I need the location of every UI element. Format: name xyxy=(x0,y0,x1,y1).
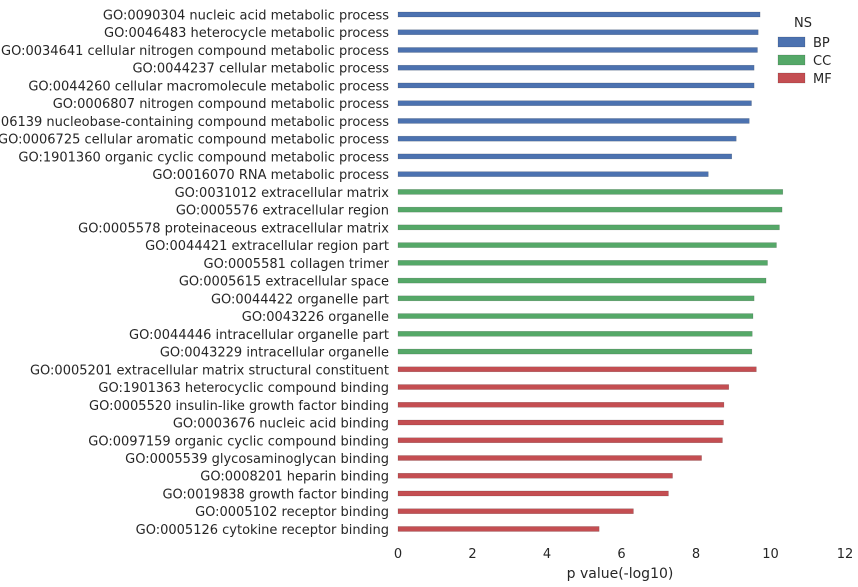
category-labels: GO:0090304 nucleic acid metabolic proces… xyxy=(0,9,390,538)
category-label: GO:0005578 proteinaceous extracellular m… xyxy=(78,221,389,236)
bar-bp xyxy=(397,47,758,53)
bar-mf xyxy=(397,508,634,514)
category-label: GO:0031012 extracellular matrix xyxy=(175,186,390,201)
category-label: GO:0044237 cellular metabolic process xyxy=(132,62,389,77)
bar-mf xyxy=(397,419,724,426)
category-label: GO:0046483 heterocycle metabolic process xyxy=(104,26,389,41)
bar-bp xyxy=(397,82,755,89)
category-label: GO:0043226 organelle xyxy=(242,310,389,325)
bar-bp xyxy=(397,153,733,160)
x-axis-label: p value(-log10) xyxy=(567,566,674,582)
x-tick-label: 8 xyxy=(692,547,700,562)
legend-swatch-bp xyxy=(777,36,806,48)
legend: NS BP CC MF xyxy=(777,16,832,87)
category-label: GO:0043229 intracellular organelle xyxy=(160,346,389,361)
legend-title: NS xyxy=(794,16,812,31)
bar-mf xyxy=(397,490,669,497)
category-label: GO:0003676 nucleic acid binding xyxy=(173,417,389,432)
category-label: GO:0005539 glycosaminoglycan binding xyxy=(125,452,389,467)
category-label: GO:0044422 organelle part xyxy=(211,292,389,307)
bar-cc xyxy=(397,348,753,355)
category-label: GO:0019838 growth factor binding xyxy=(162,487,389,502)
legend-swatch-mf xyxy=(777,72,806,84)
bar-cc xyxy=(397,189,784,195)
category-label: GO:0006725 cellular aromatic compound me… xyxy=(0,133,389,148)
bar-cc xyxy=(397,224,780,231)
bar-cc xyxy=(397,313,754,319)
bar-bp xyxy=(397,11,761,18)
category-label: GO:0097159 organic cyclic compound bindi… xyxy=(88,434,389,449)
category-label: GO:1901363 heterocyclic compound binding xyxy=(98,381,389,396)
category-label: GO:0034641 cellular nitrogen compound me… xyxy=(1,44,389,59)
bars-layer xyxy=(397,11,784,532)
bar-bp xyxy=(397,64,755,71)
category-label: GO:0090304 nucleic acid metabolic proces… xyxy=(103,9,389,24)
x-tick-label: 0 xyxy=(394,547,402,562)
legend-items: BP CC MF xyxy=(777,36,832,87)
bar-bp xyxy=(397,100,752,106)
category-label: GO:0008201 heparin binding xyxy=(200,470,389,485)
category-label: GO:0005581 collagen trimer xyxy=(204,257,390,272)
bar-bp xyxy=(397,118,750,124)
x-tick-label: 6 xyxy=(617,547,625,562)
category-label: GO:0006139 nucleobase-containing compoun… xyxy=(0,115,389,130)
bar-bp xyxy=(397,171,709,177)
bar-mf xyxy=(397,472,673,479)
bar-cc xyxy=(397,295,755,302)
bar-cc xyxy=(397,242,777,248)
bar-mf xyxy=(397,402,725,408)
x-axis-ticks: 0 2 4 6 8 10 12 xyxy=(394,547,853,562)
legend-swatch-cc xyxy=(777,54,806,66)
category-label: GO:0005615 extracellular space xyxy=(179,275,389,290)
bar-mf xyxy=(397,366,757,373)
bar-mf xyxy=(397,526,600,532)
category-label: GO:0044421 extracellular region part xyxy=(145,239,389,254)
x-tick-label: 10 xyxy=(762,547,779,562)
bar-cc xyxy=(397,277,767,284)
bar-mf xyxy=(397,384,730,390)
legend-label-cc: CC xyxy=(813,54,831,69)
bar-bp xyxy=(397,135,737,142)
bar-cc xyxy=(397,260,768,266)
category-label: GO:0005520 insulin-like growth factor bi… xyxy=(89,399,389,414)
category-label: GO:0005102 receptor binding xyxy=(195,505,389,520)
category-label: GO:0044446 intracellular organelle part xyxy=(129,328,389,343)
x-tick-label: 2 xyxy=(468,547,476,562)
category-label: GO:0005201 extracellular matrix structur… xyxy=(30,363,389,378)
category-label: GO:1901360 organic cyclic compound metab… xyxy=(18,150,389,165)
category-label: GO:0005576 extracellular region xyxy=(176,204,389,219)
category-label: GO:0006807 nitrogen compound metabolic p… xyxy=(53,97,390,112)
bar-mf xyxy=(397,455,702,461)
bar-mf xyxy=(397,437,723,444)
x-tick-label: 4 xyxy=(543,547,551,562)
category-label: GO:0044260 cellular macromolecule metabo… xyxy=(28,79,389,94)
bar-cc xyxy=(397,331,753,337)
category-label: GO:0005126 cytokine receptor binding xyxy=(136,523,389,538)
bar-bp xyxy=(397,29,759,35)
bar-cc xyxy=(397,206,783,213)
x-tick-label: 12 xyxy=(837,547,854,562)
legend-label-bp: BP xyxy=(813,36,830,51)
category-label: GO:0016070 RNA metabolic process xyxy=(152,168,389,183)
legend-label-mf: MF xyxy=(813,72,832,87)
